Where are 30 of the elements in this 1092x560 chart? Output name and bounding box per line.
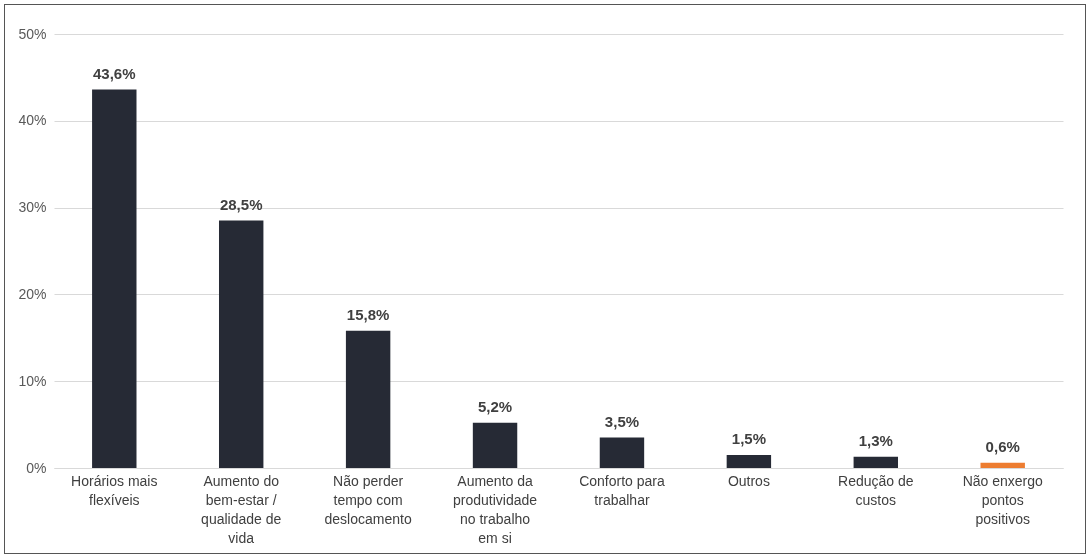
x-tick-label: Horários mais flexíveis: [71, 472, 158, 508]
x-tick-label: Não perder tempo com deslocamento: [324, 472, 412, 527]
x-tick-label: Conforto para trabalhar: [579, 472, 665, 508]
y-tick-label: 50%: [18, 25, 47, 42]
bar: [853, 456, 899, 468]
y-tick-label: 10%: [18, 372, 47, 389]
data-label: 5,2%: [477, 397, 513, 415]
bar: [980, 462, 1025, 468]
y-tick-label: 0%: [26, 459, 47, 476]
data-label: 15,8%: [346, 305, 390, 323]
data-label: 1,5%: [731, 429, 766, 447]
bar: [345, 330, 391, 468]
x-tick-label: Aumento do bem-estar / qualidade de vida: [201, 472, 282, 546]
data-label: 3,5%: [604, 412, 640, 430]
y-tick-label: 20%: [18, 285, 47, 302]
data-label: 0,6%: [985, 437, 1020, 455]
bar: [472, 422, 518, 468]
bar: [599, 437, 645, 468]
data-label: 1,3%: [858, 431, 893, 449]
data-label: 43,6%: [93, 64, 136, 82]
x-tick-label: Outros: [727, 472, 770, 489]
data-label: 28,5%: [219, 195, 263, 213]
y-tick-label: 40%: [18, 112, 47, 129]
x-tick-label: Não enxergo pontos positivos: [962, 472, 1044, 527]
x-tick-label: Redução de custos: [838, 472, 914, 508]
y-tick-label: 30%: [18, 199, 47, 216]
x-tick-label: Aumento da produtividade no trabalho em si: [453, 472, 538, 546]
bar: [726, 454, 772, 468]
bar: [92, 89, 137, 468]
bar: [218, 220, 264, 468]
